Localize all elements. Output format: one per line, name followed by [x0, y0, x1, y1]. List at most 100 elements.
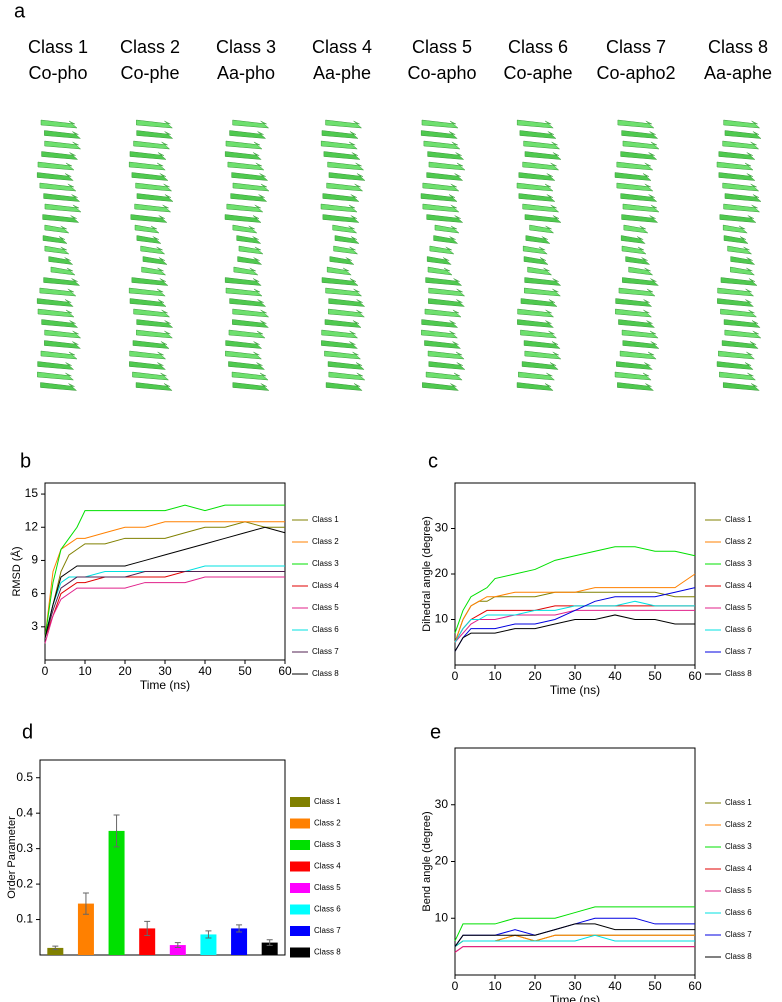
- beta-strand: [333, 245, 359, 255]
- beta-strand: [426, 214, 464, 223]
- y-tick-label: 0.5: [16, 770, 33, 784]
- panel-letter: e: [430, 721, 441, 743]
- beta-strand: [225, 287, 263, 297]
- beta-strand: [622, 140, 660, 150]
- beta-strand: [320, 140, 358, 150]
- beta-strand: [324, 319, 362, 328]
- class-title: Class 7: [606, 37, 666, 57]
- series-line: [44, 565, 285, 638]
- beta-strand: [321, 277, 359, 286]
- beta-strand: [232, 224, 258, 234]
- protein-structure: [420, 119, 466, 391]
- beta-strand: [136, 130, 174, 139]
- beta-strand: [628, 266, 654, 276]
- error-bar: [266, 939, 273, 946]
- y-tick-label: 12: [25, 519, 39, 533]
- x-tick-label: 30: [568, 669, 582, 683]
- beta-strand: [617, 382, 655, 391]
- beta-strand: [131, 277, 169, 286]
- beta-strand: [325, 119, 363, 129]
- series-line: [44, 571, 285, 639]
- error-bar: [52, 945, 59, 951]
- protein-structure: [128, 119, 174, 391]
- legend-label: Class 7: [312, 647, 339, 656]
- series-line: [44, 526, 286, 638]
- legend-swatch: [290, 797, 310, 807]
- beta-strand: [44, 224, 70, 234]
- beta-strand: [617, 119, 655, 129]
- beta-strand: [428, 361, 466, 370]
- x-tick-label: 50: [238, 664, 252, 678]
- legend-label: Class 8: [725, 669, 752, 678]
- beta-strand: [322, 214, 360, 223]
- class-title: Class 8: [708, 37, 768, 57]
- beta-strand: [517, 319, 555, 328]
- series-line: [454, 614, 695, 652]
- error-bar: [174, 942, 181, 949]
- legend-label: Class 7: [314, 926, 341, 935]
- beta-strand: [421, 329, 459, 339]
- plot-frame: [39, 759, 286, 956]
- beta-strand: [321, 130, 359, 139]
- y-axis-label: Order Parameter: [6, 816, 18, 899]
- legend-swatch: [290, 818, 310, 829]
- beta-strand: [721, 340, 759, 349]
- beta-strand: [523, 140, 561, 150]
- x-tick-label: 20: [118, 664, 132, 678]
- beta-strand: [322, 193, 360, 202]
- beta-strand: [232, 119, 270, 129]
- legend-swatch: [290, 926, 310, 936]
- beta-strand: [232, 319, 270, 328]
- beta-strand: [332, 224, 358, 234]
- beta-strand: [425, 277, 463, 286]
- class-name: Co-aphe: [503, 63, 572, 83]
- beta-strand: [523, 340, 561, 349]
- beta-strand: [623, 224, 649, 234]
- protein-structure: [36, 119, 82, 391]
- error-bar: [205, 930, 212, 939]
- beta-strand: [516, 119, 554, 129]
- x-axis-label: Time (ns): [550, 683, 600, 697]
- beta-strand: [44, 245, 70, 255]
- beta-strand: [43, 193, 81, 202]
- legend-label: Class 6: [314, 905, 341, 914]
- beta-strand: [225, 350, 263, 360]
- series-line: [454, 946, 695, 953]
- beta-strand: [328, 371, 366, 381]
- legend-label: Class 7: [725, 647, 752, 656]
- beta-strand: [518, 172, 556, 181]
- beta-strand: [44, 140, 82, 150]
- beta-strand: [320, 203, 358, 213]
- beta-strand: [136, 329, 174, 339]
- x-tick-label: 40: [608, 979, 622, 993]
- beta-strand: [321, 340, 359, 349]
- x-tick-label: 60: [688, 669, 702, 683]
- beta-strand: [232, 182, 270, 192]
- beta-strand: [722, 140, 760, 150]
- beta-strand: [621, 130, 659, 139]
- beta-strand: [614, 172, 652, 181]
- beta-strand: [518, 371, 556, 381]
- beta-strand: [133, 140, 171, 150]
- series-line: [454, 587, 696, 652]
- series-line: [454, 906, 695, 942]
- beta-strand: [328, 308, 366, 318]
- legend-label: Class 2: [312, 537, 339, 546]
- beta-strand: [616, 161, 654, 171]
- legend-swatch: [290, 904, 310, 915]
- bar: [47, 947, 64, 955]
- y-tick-label: 6: [31, 586, 38, 600]
- beta-strand: [717, 298, 755, 307]
- beta-strand: [238, 245, 264, 255]
- beta-strand: [323, 151, 361, 160]
- legend-label: Class 5: [314, 883, 341, 892]
- beta-strand: [228, 329, 266, 339]
- beta-strand: [136, 235, 162, 244]
- class-title: Class 6: [508, 37, 568, 57]
- beta-strand: [727, 245, 753, 255]
- beta-strand: [39, 182, 77, 192]
- beta-strand: [134, 203, 172, 213]
- beta-strand: [522, 203, 560, 213]
- beta-strand: [522, 245, 548, 255]
- x-tick-label: 10: [488, 669, 502, 683]
